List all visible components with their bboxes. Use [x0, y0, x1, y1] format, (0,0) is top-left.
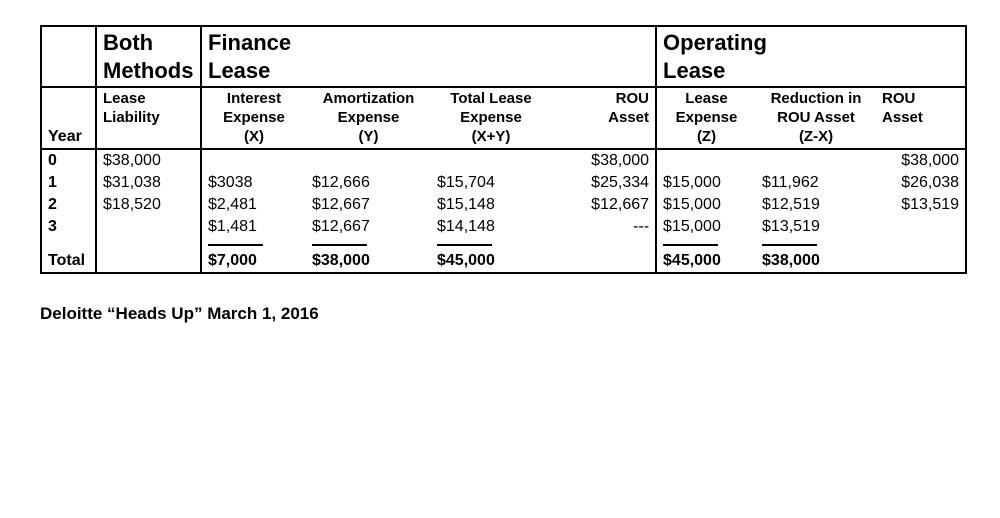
col-rou-asset-finance: ROU Asset: [551, 87, 656, 149]
col-total-lease-expense: Total Lease Expense (X+Y): [431, 87, 551, 149]
table-row: 3 $1,481 $12,667 $14,148 --- $15,000 $13…: [41, 216, 966, 238]
sum-rule: [312, 244, 367, 246]
section-both-line2: Methods: [103, 58, 193, 83]
source-caption: Deloitte “Heads Up” March 1, 2016: [40, 304, 960, 324]
rule-row: [41, 238, 966, 250]
section-operating-lease: Operating Lease: [656, 26, 966, 87]
header-spacer: [41, 26, 96, 87]
section-fin-line1: Finance: [208, 30, 291, 55]
section-op-line1: Operating: [663, 30, 767, 55]
col-rou-asset-op: ROU Asset: [876, 87, 966, 149]
col-reduction-rou: Reduction in ROU Asset (Z-X): [756, 87, 876, 149]
section-both-methods: Both Methods: [96, 26, 201, 87]
lease-comparison-table: Both Methods Finance Lease Operating Lea…: [40, 25, 967, 274]
section-finance-lease: Finance Lease: [201, 26, 656, 87]
section-both-line1: Both: [103, 30, 153, 55]
table-row: 1 $31,038 $3038 $12,666 $15,704 $25,334 …: [41, 172, 966, 194]
col-lease-expense-op: Lease Expense (Z): [656, 87, 756, 149]
sum-rule: [437, 244, 492, 246]
sum-rule: [663, 244, 718, 246]
section-fin-line2: Lease: [208, 58, 270, 83]
col-lease-liability: Lease Liability: [96, 87, 201, 149]
table-row: 0 $38,000 $38,000 $38,000: [41, 149, 966, 172]
section-op-line2: Lease: [663, 58, 725, 83]
col-amortization-expense: Amortization Expense (Y): [306, 87, 431, 149]
table-row: 2 $18,520 $2,481 $12,667 $15,148 $12,667…: [41, 194, 966, 216]
sum-rule: [762, 244, 817, 246]
totals-row: Total $7,000 $38,000 $45,000 $45,000 $38…: [41, 250, 966, 273]
sum-rule: [208, 244, 263, 246]
col-year: Year: [41, 87, 96, 149]
col-interest-expense: Interest Expense (X): [201, 87, 306, 149]
